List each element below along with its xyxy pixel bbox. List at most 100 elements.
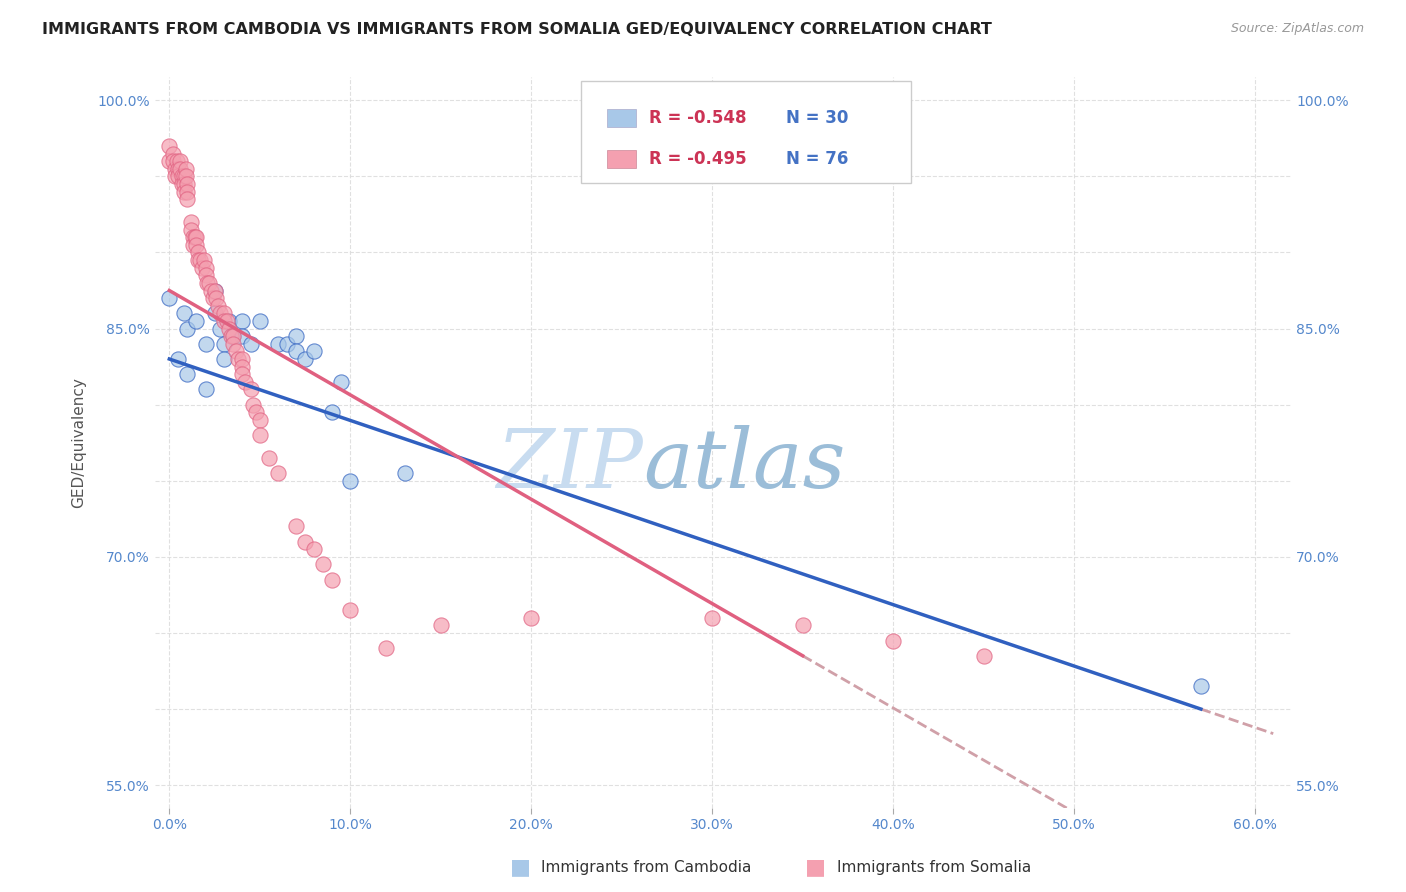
Point	[176, 192, 198, 206]
Y-axis label: GED/Equivalency: GED/Equivalency	[72, 377, 86, 508]
Point	[225, 344, 247, 359]
Text: ZIP: ZIP	[496, 425, 644, 505]
Bar	[607, 109, 636, 128]
Point	[882, 633, 904, 648]
Point	[245, 405, 267, 419]
Text: ■: ■	[806, 857, 825, 877]
Point	[285, 344, 308, 359]
Point	[169, 161, 191, 176]
Text: IMMIGRANTS FROM CAMBODIA VS IMMIGRANTS FROM SOMALIA GED/EQUIVALENCY CORRELATION : IMMIGRANTS FROM CAMBODIA VS IMMIGRANTS F…	[42, 22, 993, 37]
Point	[302, 344, 325, 359]
Point	[173, 185, 195, 199]
Point	[173, 306, 195, 320]
Point	[194, 260, 217, 275]
Point	[204, 284, 226, 298]
Point	[231, 351, 253, 366]
Point	[191, 260, 214, 275]
Point	[339, 474, 361, 488]
FancyBboxPatch shape	[581, 81, 911, 184]
Point	[167, 351, 190, 366]
Point	[267, 336, 290, 351]
Point	[294, 534, 316, 549]
Point	[212, 314, 235, 328]
Text: R = -0.548: R = -0.548	[650, 109, 747, 127]
Point	[339, 603, 361, 617]
Point	[218, 314, 240, 328]
Point	[162, 154, 184, 169]
Point	[170, 177, 193, 191]
Point	[231, 368, 253, 382]
Point	[1189, 679, 1212, 693]
Point	[194, 336, 217, 351]
Point	[239, 336, 262, 351]
Point	[194, 383, 217, 397]
Text: N = 30: N = 30	[786, 109, 848, 127]
Point	[181, 238, 204, 252]
Point	[174, 169, 197, 184]
Point	[226, 351, 249, 366]
Point	[285, 519, 308, 533]
Point	[180, 215, 202, 229]
Point	[157, 154, 180, 169]
Point	[394, 466, 416, 480]
Point	[330, 375, 353, 389]
Bar	[607, 150, 636, 168]
Point	[208, 306, 231, 320]
Point	[257, 450, 280, 465]
Point	[208, 321, 231, 335]
Text: R = -0.495: R = -0.495	[650, 150, 747, 168]
Point	[312, 558, 335, 572]
Point	[231, 359, 253, 374]
Point	[200, 284, 222, 298]
Point	[221, 329, 243, 343]
Point	[187, 245, 209, 260]
Point	[233, 375, 256, 389]
Point	[267, 466, 290, 480]
Text: ■: ■	[510, 857, 530, 877]
Point	[249, 428, 271, 442]
Point	[375, 641, 398, 656]
Point	[242, 398, 264, 412]
Point	[174, 161, 197, 176]
Point	[176, 177, 198, 191]
Point	[173, 169, 195, 184]
Point	[212, 336, 235, 351]
Point	[169, 154, 191, 169]
Point	[231, 329, 253, 343]
Point	[166, 154, 188, 169]
Text: N = 76: N = 76	[786, 150, 848, 168]
Point	[167, 161, 190, 176]
Point	[198, 276, 221, 290]
Point	[173, 177, 195, 191]
Point	[170, 169, 193, 184]
Point	[162, 146, 184, 161]
Point	[180, 222, 202, 236]
Point	[221, 336, 243, 351]
Point	[176, 185, 198, 199]
Point	[294, 351, 316, 366]
Point	[204, 284, 226, 298]
Point	[181, 230, 204, 244]
Point	[429, 618, 451, 632]
Text: atlas: atlas	[644, 425, 846, 505]
Point	[212, 351, 235, 366]
Point	[276, 336, 298, 351]
Point	[187, 253, 209, 268]
Point	[231, 314, 253, 328]
Point	[321, 405, 343, 419]
Point	[321, 573, 343, 587]
Point	[186, 230, 208, 244]
Point	[249, 314, 271, 328]
Point	[520, 611, 543, 625]
Point	[792, 618, 814, 632]
Point	[302, 542, 325, 557]
Point	[204, 306, 226, 320]
Point	[973, 648, 995, 663]
Point	[702, 611, 724, 625]
Point	[157, 139, 180, 153]
Point	[194, 268, 217, 283]
Point	[176, 321, 198, 335]
Point	[163, 161, 186, 176]
Point	[239, 383, 262, 397]
Point	[221, 329, 243, 343]
